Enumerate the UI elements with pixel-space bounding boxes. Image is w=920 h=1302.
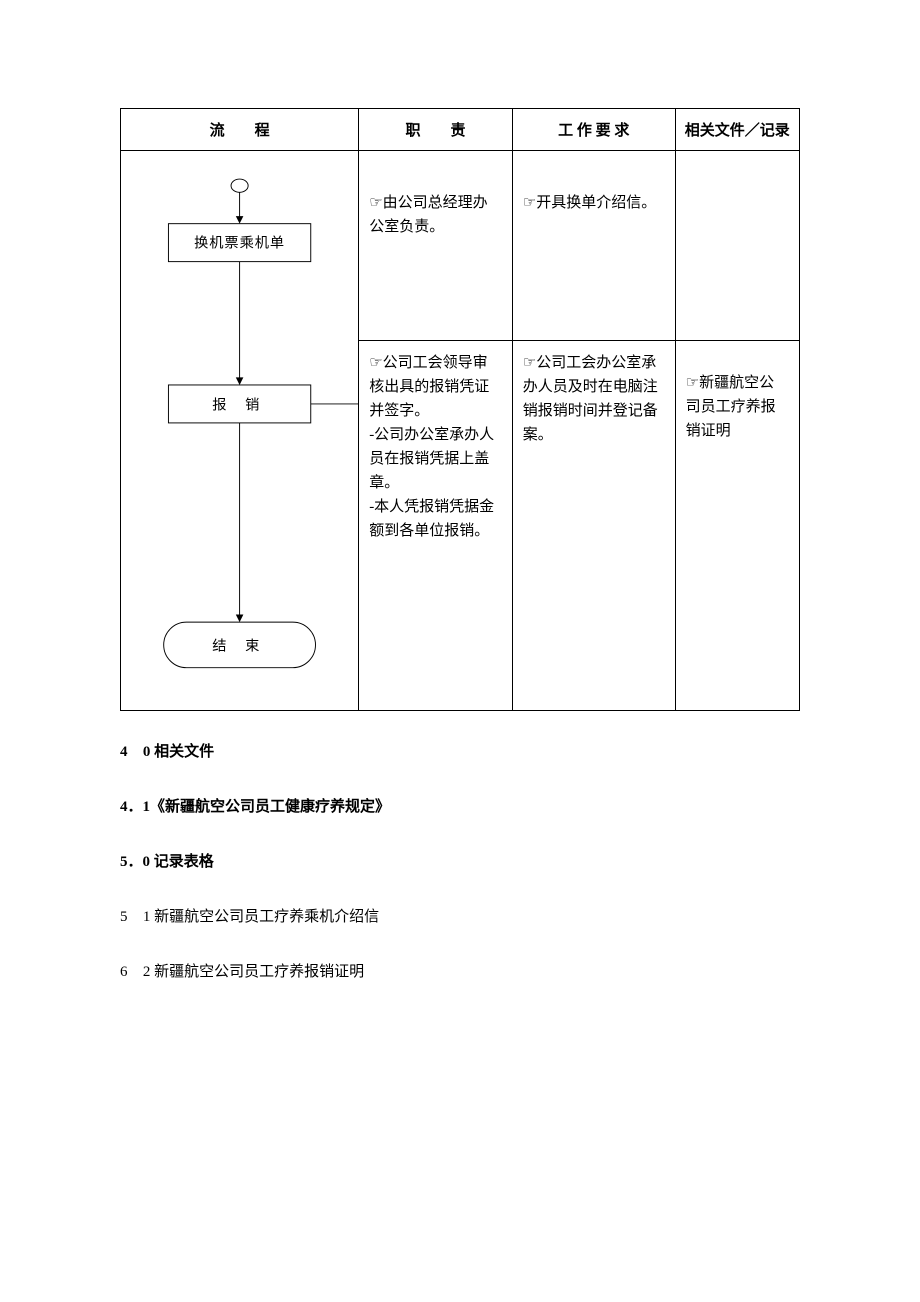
- flowchart-cell: 换机票乘机单 报 销: [121, 151, 359, 711]
- header-req: 工 作 要 求: [512, 109, 675, 151]
- resp-cell-2: ☞公司工会领导审核出具的报销凭证并签字。 -公司办公室承办人员在报销凭据上盖章。…: [359, 341, 513, 711]
- resp-2b-text: -公司办公室承办人员在报销凭据上盖章。: [369, 423, 502, 495]
- resp-2c-text: -本人凭报销凭据金额到各单位报销。: [369, 495, 502, 543]
- process-box-2-label: 报 销: [212, 397, 267, 414]
- header-flow: 流 程: [121, 109, 359, 151]
- process-box-1-label: 换机票乘机单: [194, 234, 285, 251]
- process-table: 流 程 职 责 工 作 要 求 相关文件／记录 换机票: [120, 108, 800, 711]
- pointer-icon: ☞: [369, 194, 382, 211]
- resp-cell-1: ☞由公司总经理办公室负责。: [359, 151, 513, 341]
- req-2-text: 公司工会办公室承办人员及时在电脑注销报销时间并登记备案。: [523, 355, 658, 443]
- section-heading-4: 4􀀀 0 相关文件: [120, 739, 800, 766]
- body-text-section: 4􀀀 0 相关文件 4．1《新疆航空公司员工健康疗养规定》 5．0 记录表格 5…: [120, 739, 800, 986]
- header-doc: 相关文件／记录: [675, 109, 799, 151]
- pointer-icon: ☞: [369, 354, 382, 371]
- paragraph-5-1: 5􀀀 1 新疆航空公司员工疗养乘机介绍信: [120, 904, 800, 931]
- section-heading-5: 5．0 记录表格: [120, 849, 800, 876]
- resp-2a-text: 公司工会领导审核出具的报销凭证并签字。: [369, 355, 489, 419]
- flowchart-svg: 换机票乘机单 报 销: [121, 151, 358, 710]
- start-node: [231, 179, 248, 192]
- paragraph-6-2: 6􀀀 2 新疆航空公司员工疗养报销证明: [120, 959, 800, 986]
- paragraph-4-1: 4．1《新疆航空公司员工健康疗养规定》: [120, 794, 800, 821]
- doc-2-text: 新疆航空公司员工疗养报销证明: [686, 375, 776, 439]
- arrowhead-icon: [236, 377, 244, 385]
- document-page: 流 程 职 责 工 作 要 求 相关文件／记录 换机票: [0, 108, 920, 986]
- table-header-row: 流 程 职 责 工 作 要 求 相关文件／记录: [121, 109, 800, 151]
- arrowhead-icon: [236, 216, 244, 224]
- arrowhead-icon: [236, 615, 244, 623]
- header-resp: 职 责: [359, 109, 513, 151]
- pointer-icon: ☞: [686, 374, 699, 391]
- doc-cell-2: ☞新疆航空公司员工疗养报销证明: [675, 341, 799, 711]
- table-body-row: 换机票乘机单 报 销: [121, 151, 800, 341]
- resp-1-text: 由公司总经理办公室负责。: [369, 195, 487, 235]
- req-cell-2: ☞公司工会办公室承办人员及时在电脑注销报销时间并登记备案。: [512, 341, 675, 711]
- req-1-text: 开具换单介绍信。: [536, 195, 656, 211]
- req-cell-1: ☞开具换单介绍信。: [512, 151, 675, 341]
- pointer-icon: ☞: [523, 354, 536, 371]
- end-node-label: 结 束: [212, 638, 267, 655]
- pointer-icon: ☞: [523, 194, 536, 211]
- doc-cell-1: [675, 151, 799, 341]
